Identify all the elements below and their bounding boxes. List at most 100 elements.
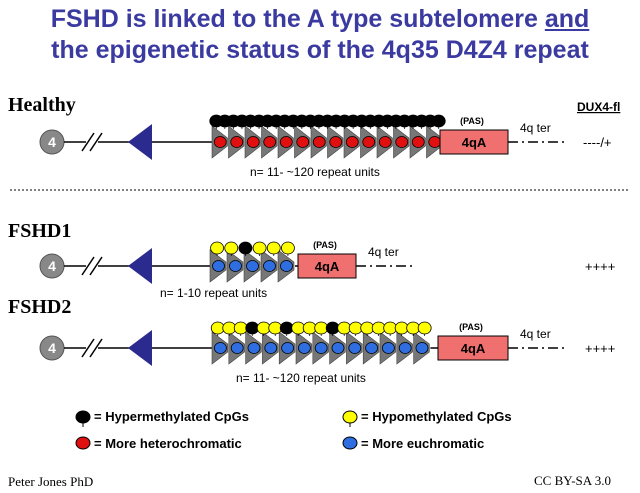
cpg-marker	[383, 321, 398, 335]
row-label-fshd2: FSHD2	[8, 296, 71, 318]
chromatin-marker	[378, 136, 392, 148]
chromatin-marker	[415, 342, 429, 354]
chromatin-marker	[230, 136, 244, 148]
pas-label: (PAS)	[313, 240, 337, 250]
cpg-marker	[222, 321, 237, 335]
chromatin-marker	[246, 260, 259, 272]
ter-label: 4q ter	[368, 245, 399, 259]
chromatin-marker	[362, 136, 376, 148]
allele-4qa-label: 4qA	[462, 135, 487, 150]
chromatin-marker	[312, 136, 326, 148]
ter-label: 4q ter	[520, 121, 551, 135]
chromatin-marker	[365, 342, 379, 354]
cpg-marker	[256, 321, 271, 335]
cpg-marker	[233, 321, 248, 335]
title-line1: FSHD is linked to the A type subtelomere	[50, 5, 538, 33]
allele-4qa-box	[297, 253, 357, 279]
pas-label: (PAS)	[459, 322, 483, 332]
repeat-count-label: n= 11- ~120 repeat units	[236, 371, 366, 385]
repeat-count-label: n= 11- ~120 repeat units	[250, 165, 380, 179]
chromatin-marker	[428, 136, 442, 148]
cpg-marker	[360, 321, 375, 335]
repeat-count-label: n= 1-10 repeat units	[160, 286, 267, 300]
chromatin-marker	[381, 342, 395, 354]
row-fshd2: 4 4qA (PAS) 4q ter n= 11- ~120 repeat units +…	[39, 321, 615, 385]
row-fshd1: 4 4qA (PAS) 4q ter n= 1-10 repeat units ++++	[39, 240, 615, 300]
cpg-marker	[279, 321, 294, 335]
cpg-marker	[348, 321, 363, 335]
break-mark	[89, 132, 103, 152]
chromatin-marker	[213, 136, 227, 148]
break-mark	[81, 132, 95, 152]
cpg-marker	[210, 321, 225, 335]
centromere-triangle	[128, 248, 152, 284]
legend-hyper-marker	[75, 410, 91, 424]
row-label-healthy: Healthy	[8, 94, 76, 116]
dux4-expression: ++++	[585, 341, 615, 356]
chromatin-marker	[229, 260, 242, 272]
author-credit: Peter Jones PhD	[8, 474, 94, 489]
row-healthy: 4 4qA (PAS) 4q ter n= 11- ~120 repeat units -…	[39, 114, 612, 179]
allele-4qa-label: 4qA	[315, 259, 340, 274]
allele-4qa-box	[437, 335, 509, 361]
cpg-marker	[266, 241, 281, 255]
cpg-marker	[210, 241, 224, 255]
cpg-marker	[238, 241, 253, 255]
title-line2: the epigenetic status of the 4q35 D4Z4 r…	[51, 36, 589, 64]
chromatin-marker	[398, 342, 412, 354]
chromatin-marker	[314, 342, 328, 354]
break-mark	[89, 338, 103, 358]
break-mark	[89, 256, 103, 276]
chromatin-marker	[280, 260, 293, 272]
break-mark	[81, 256, 95, 276]
legend: = Hypermethylated CpGs = Hypomethylated …	[75, 409, 512, 451]
title-underlined-word: and	[544, 5, 590, 33]
page-title: FSHD is linked to the A type subtelomere…	[0, 4, 640, 66]
cpg-marker	[252, 241, 267, 255]
chromatin-marker	[246, 136, 260, 148]
dux4-header: DUX4-fl	[577, 100, 620, 114]
cpg-marker	[268, 321, 283, 335]
chromatin-marker	[331, 342, 345, 354]
allele-4qa-box	[439, 129, 509, 155]
chromosome-label: 4	[48, 340, 56, 356]
dux4-expression: ----/+	[583, 135, 612, 150]
chromatin-marker	[297, 342, 311, 354]
row-label-fshd1: FSHD1	[8, 220, 71, 242]
chromatin-marker	[264, 342, 278, 354]
pas-label: (PAS)	[460, 116, 484, 126]
chromosome-label: 4	[48, 134, 56, 150]
chromatin-marker	[212, 260, 225, 272]
ter-label: 4q ter	[520, 327, 551, 341]
allele-4qa-label: 4qA	[461, 341, 486, 356]
chromosome-label: 4	[48, 258, 56, 274]
chromatin-marker	[263, 260, 276, 272]
cpg-marker	[325, 321, 340, 335]
cpg-marker	[417, 321, 432, 335]
legend-eu-text: = More euchromatic	[361, 436, 484, 451]
chromatin-marker	[296, 136, 310, 148]
chromatin-marker	[263, 136, 277, 148]
cpg-marker	[431, 114, 446, 128]
break-mark	[81, 338, 95, 358]
cpg-marker	[337, 321, 352, 335]
chromatin-marker	[395, 136, 409, 148]
chromatin-marker	[411, 136, 425, 148]
legend-hetero-marker	[75, 436, 91, 450]
chromatin-marker	[345, 136, 359, 148]
cpg-marker	[224, 241, 239, 255]
chromatin-marker	[213, 342, 227, 354]
chromatin-marker	[279, 136, 293, 148]
legend-hypo-marker	[342, 410, 358, 424]
centromere-triangle	[128, 124, 152, 160]
cpg-marker	[314, 321, 329, 335]
cpg-marker	[394, 321, 409, 335]
chromatin-marker	[348, 342, 362, 354]
cpg-marker	[371, 321, 386, 335]
cpg-marker	[302, 321, 317, 335]
chromatin-marker	[247, 342, 261, 354]
cpg-marker	[406, 321, 421, 335]
cpg-marker	[281, 241, 295, 255]
legend-eu-marker	[342, 436, 358, 450]
